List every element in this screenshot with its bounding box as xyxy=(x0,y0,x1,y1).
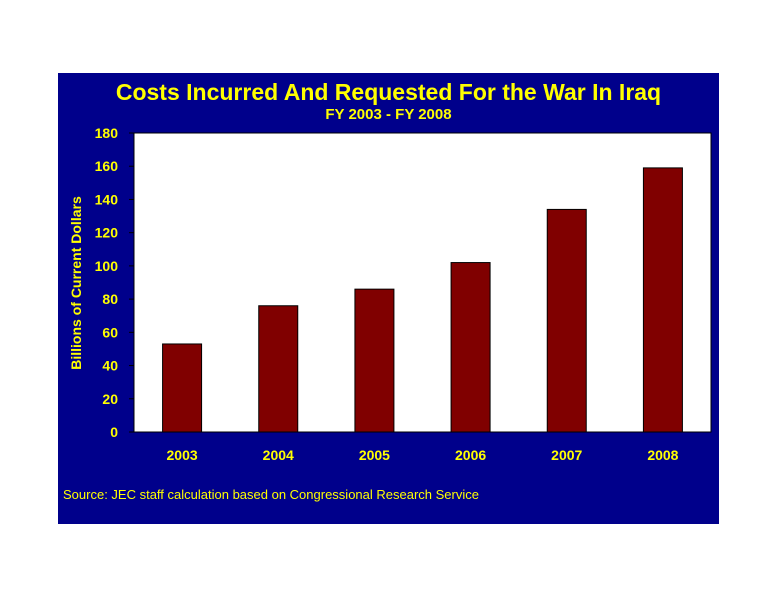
x-tick-label: 2007 xyxy=(551,447,582,463)
x-tick-label: 2004 xyxy=(263,447,294,463)
y-tick-label: 40 xyxy=(102,358,118,374)
source-note: Source: JEC staff calculation based on C… xyxy=(63,487,479,502)
bar-2008 xyxy=(642,167,683,433)
y-tick-label: 140 xyxy=(95,191,119,207)
x-axis-labels: 2003 2004 2005 2006 2007 2008 xyxy=(167,447,679,463)
x-tick-label: 2005 xyxy=(359,447,390,463)
bar-2007 xyxy=(546,208,587,433)
bar-2003 xyxy=(162,343,203,433)
y-axis-ticks: 0 20 40 60 80 100 120 140 160 180 xyxy=(95,125,134,440)
chart-panel: Costs Incurred And Requested For the War… xyxy=(58,73,719,524)
y-axis-title: Billions of Current Dollars xyxy=(68,196,84,370)
y-tick-label: 120 xyxy=(95,225,119,241)
bars xyxy=(162,167,683,433)
chart-subtitle: FY 2003 - FY 2008 xyxy=(325,106,452,123)
bar-2004 xyxy=(258,305,299,433)
chart-title: Costs Incurred And Requested For the War… xyxy=(115,79,662,105)
bar-2005 xyxy=(354,288,395,433)
y-tick-label: 0 xyxy=(110,424,118,440)
x-tick-label: 2003 xyxy=(167,447,198,463)
y-tick-label: 80 xyxy=(102,291,118,307)
plot-area xyxy=(133,132,712,433)
y-tick-label: 180 xyxy=(95,125,119,141)
bar-2006 xyxy=(450,262,491,433)
y-tick-label: 160 xyxy=(95,158,119,174)
x-tick-label: 2008 xyxy=(647,447,678,463)
y-tick-label: 60 xyxy=(102,324,118,340)
x-tick-label: 2006 xyxy=(455,447,486,463)
y-tick-label: 100 xyxy=(95,258,119,274)
y-tick-label: 20 xyxy=(102,391,118,407)
